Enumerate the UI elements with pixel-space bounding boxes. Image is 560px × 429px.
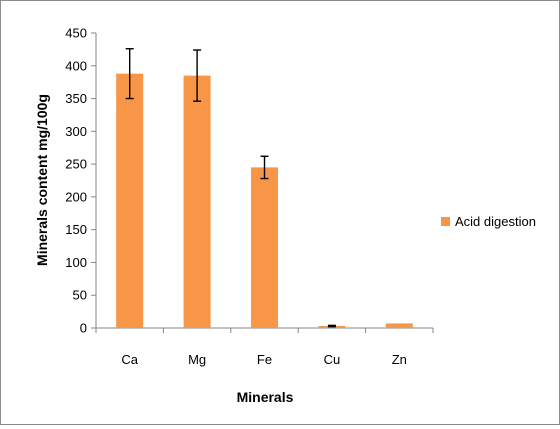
bar-ca [116,73,144,329]
y-tick-label: 450 [65,26,87,41]
y-axis-title: Minerals content mg/100g [34,94,50,266]
legend-swatch [441,217,450,226]
x-tick-label: Cu [324,352,341,367]
x-tick-label: Zn [392,352,407,367]
y-axis: 0 50 100 150 200 250 300 350 400 450 [65,26,97,336]
bar-fe [251,167,278,328]
x-tick-label: Ca [121,352,138,367]
y-tick-label: 200 [65,189,87,204]
legend: Acid digestion [441,214,536,229]
y-tick-label: 350 [65,91,87,106]
error-bar-ca [125,48,134,100]
x-tick-label: Fe [257,352,272,367]
x-tick-label: Mg [188,352,206,367]
y-tick-label: 0 [80,321,87,336]
error-bar-cu [327,324,336,328]
x-axis-title: Minerals [237,389,294,405]
bar-zn [385,323,413,328]
y-tick-label: 250 [65,157,87,172]
legend-label: Acid digestion [455,214,536,229]
y-tick-label: 150 [65,222,87,237]
y-tick-label: 100 [65,255,87,270]
y-tick-label: 300 [65,124,87,139]
error-bar-mg [193,49,202,102]
x-axis: Ca Mg Fe Cu Zn [95,327,434,367]
y-tick-label: 50 [73,288,87,303]
y-tick-label: 400 [65,58,87,73]
error-bar-fe [260,155,269,180]
bar-mg [183,75,211,328]
